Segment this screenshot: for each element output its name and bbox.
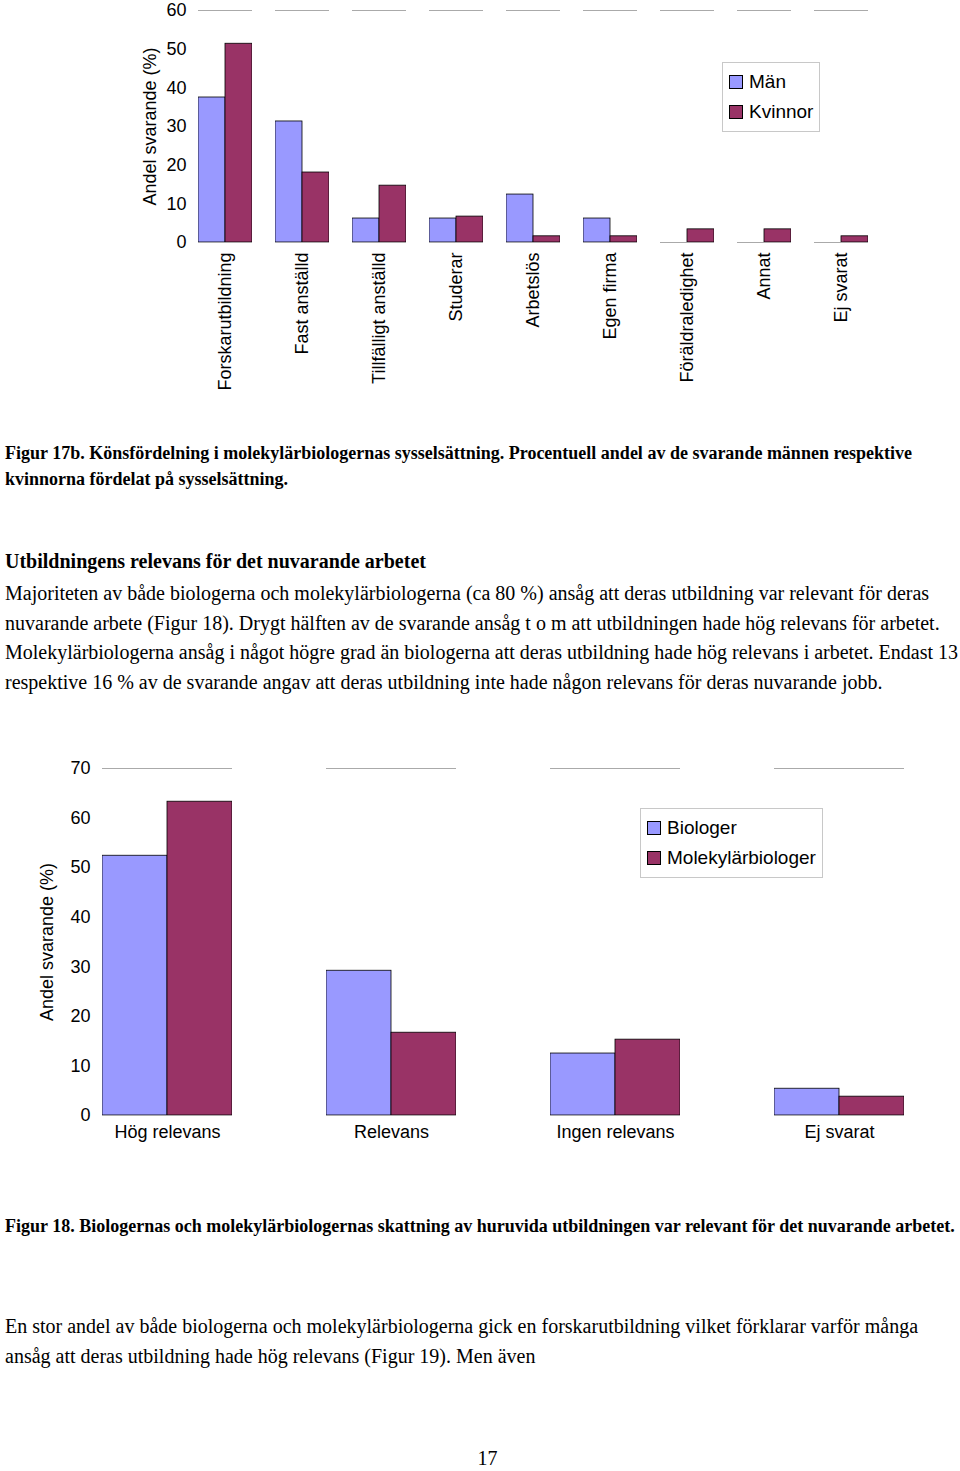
- html-text:Män: Män: [749, 71, 786, 92]
- svg-text:Andel svarande (%): Andel svarande (%): [140, 47, 160, 205]
- svg-text:Arbetslös: Arbetslös: [523, 253, 543, 328]
- svg-text:0: 0: [80, 1105, 90, 1125]
- svg-text:Ej svarat: Ej svarat: [831, 253, 851, 323]
- html-text:Utbildningens relevans för det: Utbildningens relevans för det nuvarande…: [5, 550, 426, 572]
- html-text:En stor andel av både biologer: En stor andel av både biologerna och mol…: [5, 1315, 918, 1367]
- svg-text:40: 40: [166, 78, 186, 98]
- html-text:Biologer: Biologer: [667, 817, 737, 838]
- svg-text:Relevans: Relevans: [354, 1122, 429, 1142]
- svg-text:50: 50: [166, 39, 186, 59]
- svg-text:0: 0: [176, 232, 186, 252]
- svg-text:Forskarutbildning: Forskarutbildning: [215, 253, 235, 391]
- svg-text:30: 30: [166, 116, 186, 136]
- svg-text:60: 60: [70, 808, 90, 828]
- svg-text:20: 20: [70, 1006, 90, 1026]
- svg-text:30: 30: [70, 957, 90, 977]
- svg-text:40: 40: [70, 907, 90, 927]
- svg-text:Studerar: Studerar: [446, 253, 466, 322]
- html-text:Figur 17b. Könsfördelning i mo: Figur 17b. Könsfördelning i molekylärbio…: [5, 443, 913, 489]
- html-text:Molekylärbiologer: Molekylärbiologer: [667, 847, 816, 868]
- svg-text:Ej svarat: Ej svarat: [804, 1122, 874, 1142]
- html-text:Majoriteten av både biologerna: Majoriteten av både biologerna och molek…: [5, 582, 958, 693]
- html-text:Figur 18. Biologernas och mole: Figur 18. Biologernas och molekylärbiolo…: [5, 1216, 955, 1236]
- svg-text:Egen firma: Egen firma: [600, 252, 620, 340]
- svg-text:Föräldraledighet: Föräldraledighet: [677, 253, 697, 383]
- svg-text:10: 10: [166, 194, 186, 214]
- html-text:Kvinnor: Kvinnor: [749, 101, 814, 122]
- svg-text:Tillfälligt anställd: Tillfälligt anställd: [369, 253, 389, 384]
- svg-text:Annat: Annat: [754, 253, 774, 300]
- svg-text:Andel svarande (%): Andel svarande (%): [37, 863, 57, 1021]
- svg-text:70: 70: [70, 758, 90, 778]
- svg-text:20: 20: [166, 155, 186, 175]
- svg-text:Hög relevans: Hög relevans: [114, 1122, 220, 1142]
- svg-text:10: 10: [70, 1056, 90, 1076]
- html-text:17: 17: [477, 1447, 498, 1469]
- svg-text:Fast anställd: Fast anställd: [292, 253, 312, 355]
- svg-text:60: 60: [166, 0, 186, 20]
- svg-text:Ingen relevans: Ingen relevans: [556, 1122, 674, 1142]
- svg-text:50: 50: [70, 857, 90, 877]
